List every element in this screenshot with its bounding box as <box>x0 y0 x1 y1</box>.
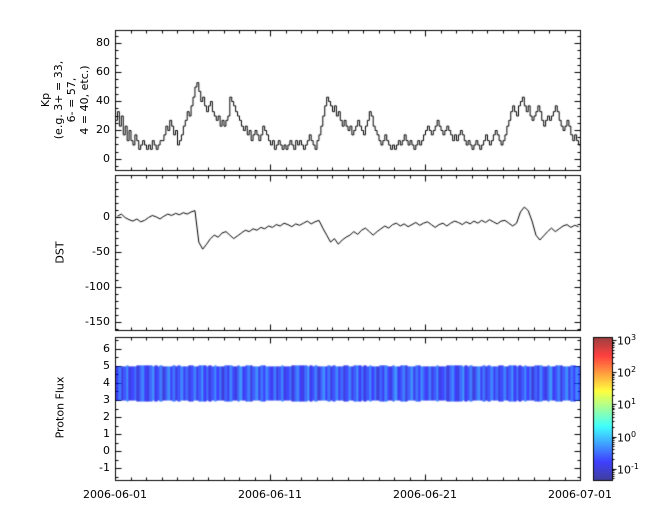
y-tick-label: -1 <box>99 461 110 474</box>
colorbar-tick-label: 101 <box>617 397 637 412</box>
y-tick-label: 0 <box>103 210 110 223</box>
y-tick-label: -50 <box>92 245 110 258</box>
y-tick-label: -150 <box>85 315 110 328</box>
x-tick-label: 2006-07-01 <box>548 488 612 501</box>
y-tick-label: 3 <box>103 393 110 406</box>
y-tick-label: 0 <box>103 152 110 165</box>
y-tick-label: 20 <box>96 123 110 136</box>
colorbar-tick-label: 100 <box>617 430 637 445</box>
colorbar-tick-label: 10-1 <box>617 462 639 477</box>
y-tick-label: 5 <box>103 359 110 372</box>
x-tick-label: 2006-06-01 <box>83 488 147 501</box>
y-tick-label: 0 <box>103 444 110 457</box>
y-tick-label: 40 <box>96 94 110 107</box>
y-tick-label: 1 <box>103 427 110 440</box>
colorbar-tick-label: 102 <box>617 365 637 380</box>
y-tick-label: 80 <box>96 36 110 49</box>
y-tick-label: 60 <box>96 65 110 78</box>
y-tick-label: 4 <box>103 376 110 389</box>
y-tick-label: -100 <box>85 280 110 293</box>
y-tick-label: 2 <box>103 410 110 423</box>
proton-flux-axis-label: Proton Flux <box>53 376 67 439</box>
x-tick-label: 2006-06-21 <box>393 488 457 501</box>
colorbar-tick-label: 103 <box>617 333 637 348</box>
y-tick-label: 6 <box>103 342 110 355</box>
x-tick-label: 2006-06-11 <box>238 488 302 501</box>
